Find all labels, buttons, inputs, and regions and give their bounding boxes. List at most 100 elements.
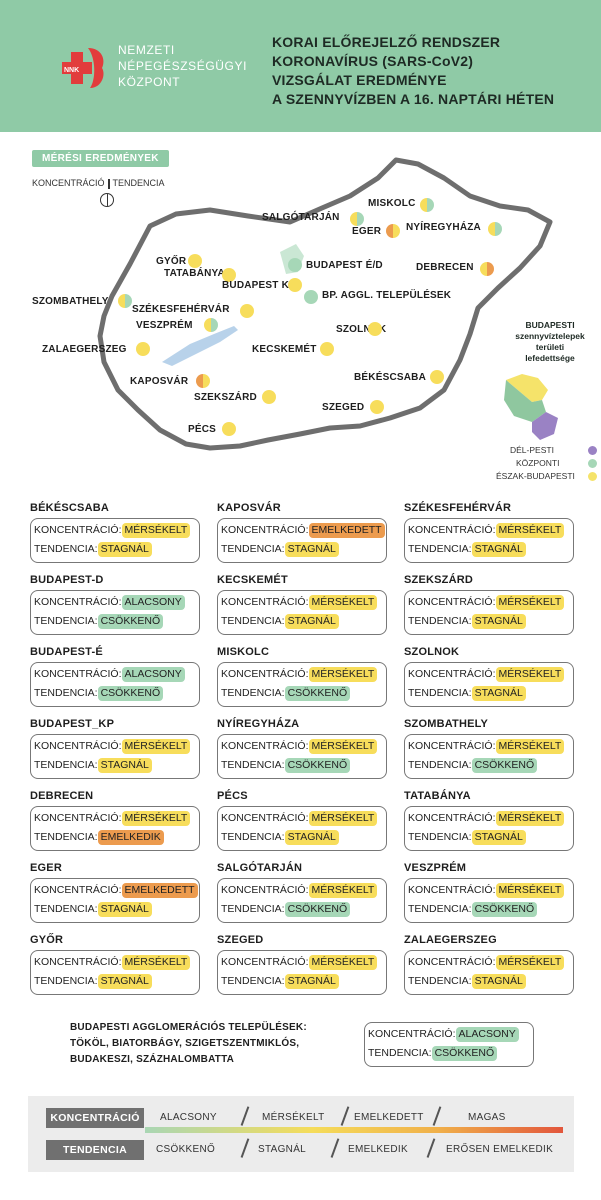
bp-title-line: szennyvíztelepek xyxy=(515,331,585,341)
trend-value: CSÖKKENŐ xyxy=(471,902,538,917)
card-trend-row: TENDENCIA: STAGNÁL xyxy=(408,612,569,631)
bp-legend-eszak-budapesti: ÉSZAK-BUDAPESTI xyxy=(496,471,575,481)
concentration-label: KONCENTRÁCIÓ: xyxy=(221,524,309,536)
card-concentration-row: KONCENTRÁCIÓ: MÉRSÉKELT xyxy=(34,953,195,972)
mini-legend-divider xyxy=(107,178,110,189)
bp-legend-dot xyxy=(588,472,597,481)
city-card: TATABÁNYA KONCENTRÁCIÓ: MÉRSÉKELT TENDENCIA… xyxy=(404,790,574,851)
card-city-name: VESZPRÉM xyxy=(404,862,467,874)
page-title: KORAI ELŐREJELZŐ RENDSZER KORONAVÍRUS (S… xyxy=(272,33,554,109)
card-city-name: SZOLNOK xyxy=(404,646,460,658)
card-city-name: BUDAPEST-É xyxy=(30,646,103,658)
city-card: PÉCS KONCENTRÁCIÓ: MÉRSÉKELT TENDENCIA: STAG… xyxy=(217,790,387,851)
trend-value: CSÖKKENŐ xyxy=(97,614,164,629)
trend-label: TENDENCIA: xyxy=(34,831,98,843)
concentration-label: KONCENTRÁCIÓ: xyxy=(221,668,309,680)
card-trend-row: TENDENCIA: STAGNÁL xyxy=(408,540,569,559)
concentration-value: MÉRSÉKELT xyxy=(495,667,565,682)
agglomeration-text: BUDAPESTI AGGLOMERÁCIÓS TELEPÜLÉSEK: TÖK… xyxy=(70,1020,307,1068)
card-concentration-row: KONCENTRÁCIÓ: MÉRSÉKELT xyxy=(408,809,569,828)
card-concentration-row: KONCENTRÁCIÓ: ALACSONY xyxy=(34,593,195,612)
card-trend-row: TENDENCIA: CSÖKKENŐ xyxy=(221,756,382,775)
trend-value: CSÖKKENŐ xyxy=(471,758,538,773)
concentration-value: MÉRSÉKELT xyxy=(121,739,191,754)
concentration-label: KONCENTRÁCIÓ: xyxy=(34,596,122,608)
card-box: KONCENTRÁCIÓ: MÉRSÉKELT TENDENCIA: STAGNÁL xyxy=(217,950,387,995)
trend-label: TENDENCIA: xyxy=(34,615,98,627)
city-status-dot xyxy=(204,318,218,332)
city-card: DEBRECEN KONCENTRÁCIÓ: MÉRSÉKELT TENDENCIA:… xyxy=(30,790,200,851)
city-status-dot xyxy=(262,390,276,404)
card-box: KONCENTRÁCIÓ: MÉRSÉKELT TENDENCIA: STAGNÁL xyxy=(217,590,387,635)
concentration-value: MÉRSÉKELT xyxy=(495,595,565,610)
city-status-dot xyxy=(118,294,132,308)
card-box: KONCENTRÁCIÓ: MÉRSÉKELT TENDENCIA: STAGNÁL xyxy=(30,734,200,779)
organization-name: NEMZETI NÉPEGÉSZSÉGÜGYI KÖZPONT xyxy=(118,42,247,90)
trend-value: EMELKEDIK xyxy=(97,830,164,845)
trend-label: TENDENCIA: xyxy=(34,759,98,771)
city-status-dot xyxy=(136,342,150,356)
city-status-dot xyxy=(370,400,384,414)
card-city-name: TATABÁNYA xyxy=(404,790,471,802)
concentration-label: KONCENTRÁCIÓ: xyxy=(408,956,496,968)
concentration-value: EMELKEDETT xyxy=(121,883,198,898)
card-city-name: KECSKEMÉT xyxy=(217,574,288,586)
card-concentration-row: KONCENTRÁCIÓ: EMELKEDETT xyxy=(221,521,385,540)
card-box: KONCENTRÁCIÓ: ALACSONY TENDENCIA: CSÖKKENŐ xyxy=(364,1022,534,1067)
trend-level-stagnating: STAGNÁL xyxy=(258,1144,307,1155)
city-status-dot xyxy=(196,374,210,388)
trend-label: TENDENCIA: xyxy=(34,975,98,987)
trend-label: TENDENCIA: xyxy=(221,975,285,987)
bp-title-line: területi xyxy=(535,342,565,352)
card-city-name: SZEGED xyxy=(217,934,264,946)
trend-label: TENDENCIA: xyxy=(34,903,98,915)
title-line: A SZENNYVÍZBEN A 16. NAPTÁRI HÉTEN xyxy=(272,91,555,107)
city-card: NYÍREGYHÁZA KONCENTRÁCIÓ: MÉRSÉKELT TENDENC… xyxy=(217,718,387,779)
card-box: KONCENTRÁCIÓ: MÉRSÉKELT TENDENCIA: STAGNÁL xyxy=(30,950,200,995)
concentration-label: KONCENTRÁCIÓ: xyxy=(221,812,309,824)
concentration-value: MÉRSÉKELT xyxy=(495,523,565,538)
trend-label: TENDENCIA: xyxy=(408,543,472,555)
legend-trend-label: TENDENCIA xyxy=(46,1140,144,1160)
trend-value: STAGNÁL xyxy=(284,974,339,989)
city-card: SZEKSZÁRD KONCENTRÁCIÓ: MÉRSÉKELT TENDENCIA… xyxy=(404,574,574,635)
trend-label: TENDENCIA: xyxy=(34,687,98,699)
conc-level-elevated: EMELKEDETT xyxy=(354,1112,424,1123)
trend-level-strongly-rising: ERŐSEN EMELKEDIK xyxy=(446,1144,554,1155)
city-card: VESZPRÉM KONCENTRÁCIÓ: MÉRSÉKELT TENDENCIA:… xyxy=(404,862,574,923)
city-card: MISKOLC KONCENTRÁCIÓ: MÉRSÉKELT TENDENCIA: C… xyxy=(217,646,387,707)
agglo-line: BUDAKESZI, SZÁZHALOMBATTA xyxy=(70,1054,235,1065)
trend-label: TENDENCIA: xyxy=(368,1047,432,1059)
city-card: SZOMBATHELY KONCENTRÁCIÓ: MÉRSÉKELT TENDENC… xyxy=(404,718,574,779)
trend-label: TENDENCIA: xyxy=(408,615,472,627)
half-circle-legend-icon xyxy=(100,193,114,207)
trend-value: CSÖKKENŐ xyxy=(284,758,351,773)
city-label: BP. AGGL. TELEPÜLÉSEK xyxy=(322,290,452,301)
nnk-logo: NNK xyxy=(62,48,104,88)
trend-label: TENDENCIA: xyxy=(408,831,472,843)
card-concentration-row: KONCENTRÁCIÓ: MÉRSÉKELT xyxy=(408,737,569,756)
card-trend-row: TENDENCIA: STAGNÁL xyxy=(221,540,382,559)
card-box: KONCENTRÁCIÓ: MÉRSÉKELT TENDENCIA: CSÖKKENŐ xyxy=(217,662,387,707)
concentration-label: KONCENTRÁCIÓ: xyxy=(34,812,122,824)
card-concentration-row: KONCENTRÁCIÓ: MÉRSÉKELT xyxy=(221,593,382,612)
city-label: KECSKEMÉT xyxy=(252,344,317,355)
card-box: KONCENTRÁCIÓ: MÉRSÉKELT TENDENCIA: STAGNÁL xyxy=(30,518,200,563)
trend-value: CSÖKKENŐ xyxy=(284,902,351,917)
trend-label: TENDENCIA: xyxy=(408,975,472,987)
city-card: BÉKÉSCSABA KONCENTRÁCIÓ: MÉRSÉKELT TENDENCI… xyxy=(30,502,200,563)
city-card: EGER KONCENTRÁCIÓ: EMELKEDETT TENDENCIA: STA… xyxy=(30,862,200,923)
concentration-label: KONCENTRÁCIÓ: xyxy=(34,884,122,896)
trend-value: STAGNÁL xyxy=(284,614,339,629)
legend-concentration-label: KONCENTRÁCIÓ xyxy=(46,1108,144,1128)
trend-label: TENDENCIA: xyxy=(408,687,472,699)
card-concentration-row: KONCENTRÁCIÓ: MÉRSÉKELT xyxy=(221,809,382,828)
city-label: EGER xyxy=(352,226,382,237)
city-label: NYÍREGYHÁZA xyxy=(406,222,481,233)
trend-label: TENDENCIA: xyxy=(34,543,98,555)
concentration-label: KONCENTRÁCIÓ: xyxy=(408,668,496,680)
card-city-name: BUDAPEST_KP xyxy=(30,718,115,730)
card-city-name: SZOMBATHELY xyxy=(404,718,489,730)
card-box: KONCENTRÁCIÓ: MÉRSÉKELT TENDENCIA: STAGNÁL xyxy=(404,590,574,635)
card-box: KONCENTRÁCIÓ: MÉRSÉKELT TENDENCIA: STAGNÁL xyxy=(404,662,574,707)
